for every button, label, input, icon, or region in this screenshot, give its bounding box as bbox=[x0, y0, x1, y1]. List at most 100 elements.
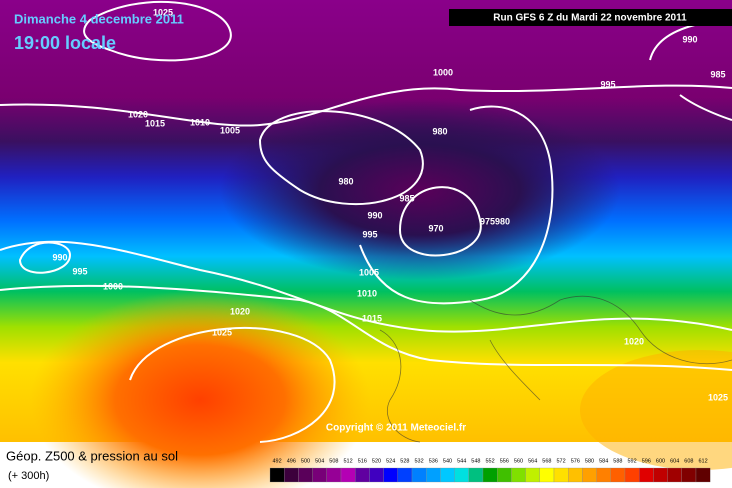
isobar-label: 1010 bbox=[357, 288, 377, 298]
scale-swatch bbox=[411, 467, 427, 483]
scale-swatch bbox=[695, 467, 711, 483]
scale-swatch bbox=[397, 467, 413, 483]
ridge bbox=[30, 290, 370, 488]
legend-title: Géop. Z500 & pression au sol bbox=[6, 448, 178, 463]
scale-label: 520 bbox=[372, 458, 381, 464]
scale-swatch bbox=[440, 467, 455, 483]
scale-swatch bbox=[582, 467, 597, 483]
scale-swatch bbox=[610, 467, 626, 483]
scale-swatch bbox=[340, 467, 356, 483]
isobar-label: 995 bbox=[600, 79, 615, 89]
isobar-label: 1020 bbox=[624, 336, 644, 346]
isobar-label: 990 bbox=[52, 252, 67, 262]
trough bbox=[220, 100, 620, 280]
scale-label: 540 bbox=[443, 458, 452, 464]
scale-label: 532 bbox=[415, 458, 424, 464]
color-scale: 492 496 500 504 508 512 516 520 524 528 532 536 540 5… bbox=[269, 458, 711, 483]
scale-label: 536 bbox=[429, 458, 438, 464]
isobar-label: 995 bbox=[72, 266, 87, 276]
scale-label: 576 bbox=[571, 458, 580, 464]
run-box bbox=[449, 9, 732, 26]
scale-swatch bbox=[454, 467, 469, 483]
scale-label: 524 bbox=[386, 458, 395, 464]
scale-swatch bbox=[525, 467, 540, 483]
isobar-label: 1000 bbox=[103, 281, 123, 291]
scale-label: 512 bbox=[344, 458, 353, 464]
isobar-label: 990 bbox=[682, 34, 697, 44]
legend-subtitle: (+ 300h) bbox=[8, 470, 49, 482]
isobar-label: 1020 bbox=[128, 109, 148, 119]
scale-swatch bbox=[568, 467, 583, 483]
scale-label: 528 bbox=[400, 458, 409, 464]
scale-swatch bbox=[553, 467, 569, 483]
scale-swatch bbox=[482, 467, 498, 483]
isobar-label: 1005 bbox=[220, 125, 240, 135]
isobar-label: 1010 bbox=[190, 117, 210, 127]
scale-swatch bbox=[326, 467, 342, 483]
scale-label: 564 bbox=[528, 458, 537, 464]
isobar-label: 975980 bbox=[480, 216, 510, 226]
isobar-label: 1025 bbox=[708, 392, 728, 402]
scale-swatch bbox=[355, 467, 370, 483]
scale-swatch bbox=[596, 467, 611, 483]
scale-swatch bbox=[298, 467, 313, 483]
isobar-label: 1005 bbox=[359, 267, 379, 277]
isobar-label: 1025 bbox=[212, 327, 232, 337]
scale-label: 568 bbox=[542, 458, 551, 464]
scale-label: 596 bbox=[642, 458, 651, 464]
isobars bbox=[0, 0, 732, 443]
scale-label: 612 bbox=[699, 458, 708, 464]
scale-label: 492 bbox=[273, 458, 282, 464]
scale-swatch bbox=[539, 467, 555, 483]
scale-swatch bbox=[284, 467, 299, 483]
scale-swatch bbox=[383, 467, 398, 483]
time-label: 19:00 locale bbox=[14, 33, 116, 53]
scale-label: 556 bbox=[500, 458, 509, 464]
scale-label: 496 bbox=[287, 458, 296, 464]
scale-label: 504 bbox=[315, 458, 324, 464]
isobar-label: 985 bbox=[399, 193, 414, 203]
scale-swatch bbox=[312, 467, 327, 483]
scale-label: 560 bbox=[514, 458, 523, 464]
isobar-label: 1020 bbox=[230, 306, 250, 316]
ridge-east bbox=[580, 350, 732, 470]
isobar-label: 1015 bbox=[362, 313, 382, 323]
scale-label: 608 bbox=[684, 458, 693, 464]
isobar-label: 980 bbox=[432, 126, 447, 136]
scale-label: 516 bbox=[358, 458, 367, 464]
scale-swatch bbox=[681, 467, 697, 483]
scale-swatch bbox=[653, 467, 668, 483]
coastlines bbox=[379, 296, 732, 443]
scale-label: 508 bbox=[329, 458, 338, 464]
date-label: Dimanche 4 decembre 2011 bbox=[14, 11, 184, 26]
scale-label: 604 bbox=[670, 458, 679, 464]
scale-swatch bbox=[497, 467, 512, 483]
isobar-label: 1025 bbox=[153, 7, 173, 17]
scale-label: 580 bbox=[585, 458, 594, 464]
scale-label: 588 bbox=[613, 458, 622, 464]
scale-swatch bbox=[468, 467, 484, 483]
scale-swatch bbox=[511, 467, 526, 483]
scale-label: 544 bbox=[457, 458, 466, 464]
isobar-label: 995 bbox=[362, 229, 377, 239]
isobar-label: 1015 bbox=[145, 118, 165, 128]
scale-swatch bbox=[269, 467, 285, 483]
scale-label: 584 bbox=[599, 458, 608, 464]
scale-swatch bbox=[639, 467, 654, 483]
isobar-label: 980 bbox=[338, 176, 353, 186]
scale-label: 600 bbox=[656, 458, 665, 464]
scale-swatch bbox=[426, 467, 441, 483]
scale-label: 592 bbox=[628, 458, 637, 464]
scale-label: 500 bbox=[301, 458, 310, 464]
isobar-label: 990 bbox=[367, 210, 382, 220]
scale-label: 548 bbox=[471, 458, 480, 464]
run-label: Run GFS 6 Z du Mardi 22 novembre 2011 bbox=[493, 13, 687, 24]
copyright: Copyright © 2011 Meteociel.fr bbox=[326, 423, 466, 434]
scale-swatch bbox=[369, 467, 384, 483]
isobar-label: 985 bbox=[710, 69, 725, 79]
scale-label: 572 bbox=[557, 458, 566, 464]
isobar-label: 970 bbox=[428, 223, 443, 233]
isobar-label: 1000 bbox=[433, 67, 453, 77]
